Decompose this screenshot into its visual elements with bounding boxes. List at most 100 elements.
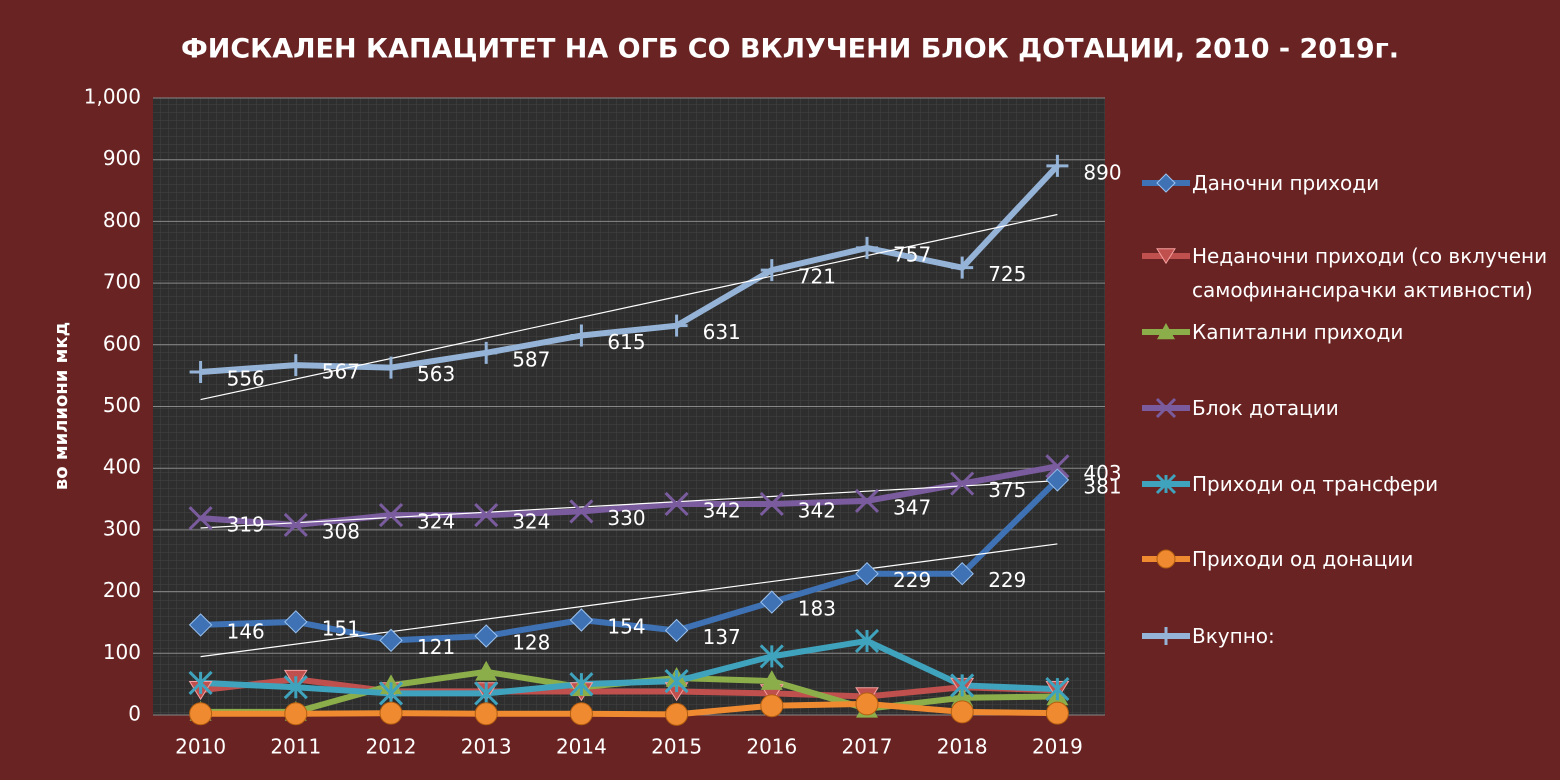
marker bbox=[569, 672, 594, 697]
y-axis-label: во милиони мкд bbox=[51, 322, 72, 490]
chart-title: ФИСКАЛЕН КАПАЦИТЕТ НА ОГБ СО ВКЛУЧЕНИ БЛ… bbox=[181, 34, 1399, 65]
marker bbox=[950, 673, 975, 698]
marker bbox=[950, 561, 974, 586]
trendline bbox=[200, 213, 1058, 401]
x-tick-label: 2016 bbox=[746, 735, 797, 759]
marker bbox=[1157, 627, 1175, 645]
y-tick-label: 1,000 bbox=[84, 85, 141, 109]
marker bbox=[474, 681, 499, 706]
y-tick-label: 400 bbox=[103, 455, 141, 479]
y-tick-label: 600 bbox=[103, 331, 141, 355]
data-label: 556 bbox=[227, 366, 265, 390]
marker bbox=[474, 624, 498, 648]
marker bbox=[1157, 323, 1175, 340]
marker bbox=[284, 610, 308, 634]
legend-label: Капитални приходи bbox=[1192, 320, 1404, 344]
x-tick-label: 2014 bbox=[556, 735, 607, 759]
marker bbox=[664, 618, 689, 643]
legend-entry: Приходи од трансфери bbox=[1140, 467, 1555, 501]
data-label: 375 bbox=[988, 478, 1026, 502]
legend-entry: Капитални приходи bbox=[1140, 315, 1555, 349]
y-tick-label: 900 bbox=[103, 146, 141, 170]
legend-label: Даночни приходи bbox=[1192, 171, 1380, 195]
marker bbox=[664, 491, 689, 517]
trendline bbox=[200, 543, 1058, 658]
marker bbox=[378, 681, 404, 706]
marker bbox=[475, 341, 498, 364]
data-label: 319 bbox=[227, 513, 265, 537]
data-label: 615 bbox=[607, 330, 645, 354]
data-label: 229 bbox=[988, 568, 1026, 592]
marker bbox=[1155, 397, 1177, 419]
marker bbox=[855, 561, 879, 586]
data-label: 342 bbox=[703, 498, 741, 522]
legend-entry: Приходи од донации bbox=[1140, 542, 1555, 576]
data-label: 725 bbox=[988, 262, 1026, 286]
x-tick-label: 2012 bbox=[366, 735, 417, 759]
marker bbox=[665, 702, 689, 726]
data-label: 121 bbox=[417, 635, 455, 659]
data-label: 567 bbox=[322, 360, 360, 384]
legend-label: Неданочни приходи (со вклучени самофинан… bbox=[1192, 244, 1548, 302]
marker bbox=[189, 360, 212, 383]
marker bbox=[665, 314, 688, 337]
marker bbox=[950, 471, 975, 496]
legend-entry: Даночни приходи bbox=[1140, 166, 1555, 200]
y-tick-label: 200 bbox=[103, 578, 141, 602]
x-tick-label: 2018 bbox=[937, 735, 988, 759]
marker bbox=[951, 256, 974, 279]
data-label: 721 bbox=[798, 265, 836, 289]
series-line bbox=[200, 700, 1058, 718]
marker bbox=[379, 701, 403, 725]
x-tick-label: 2017 bbox=[842, 735, 893, 759]
marker bbox=[283, 675, 308, 700]
legend-label: Блок дотации bbox=[1192, 396, 1339, 420]
marker bbox=[189, 702, 213, 726]
data-label: 381 bbox=[1083, 474, 1121, 498]
y-tick-label: 800 bbox=[103, 208, 141, 232]
marker bbox=[1156, 549, 1176, 569]
x-tick-label: 2011 bbox=[270, 735, 321, 759]
marker bbox=[856, 236, 878, 259]
series-line bbox=[200, 637, 1058, 697]
marker bbox=[760, 670, 783, 690]
legend-swatch bbox=[1142, 173, 1190, 193]
legend-entry: Неданочни приходи (со вклучени самофинан… bbox=[1140, 239, 1555, 307]
marker bbox=[474, 702, 498, 726]
y-tick-label: 100 bbox=[103, 640, 141, 664]
marker bbox=[855, 692, 879, 716]
legend-swatch bbox=[1142, 627, 1190, 645]
series-line bbox=[200, 676, 1058, 700]
series-line bbox=[200, 163, 1060, 375]
marker bbox=[759, 491, 784, 517]
marker bbox=[1046, 154, 1069, 177]
legend-label: Вкупно: bbox=[1192, 624, 1275, 648]
marker bbox=[569, 702, 593, 726]
data-label: 347 bbox=[893, 495, 931, 519]
marker bbox=[950, 700, 974, 724]
trendline bbox=[200, 480, 1058, 529]
marker bbox=[1045, 701, 1069, 725]
series-line bbox=[200, 477, 1060, 644]
data-label: 890 bbox=[1083, 160, 1121, 184]
marker bbox=[1156, 248, 1176, 265]
data-label: 151 bbox=[322, 616, 360, 640]
data-label: 403 bbox=[1083, 461, 1121, 485]
marker bbox=[379, 628, 403, 653]
marker bbox=[760, 590, 784, 614]
marker bbox=[380, 356, 402, 379]
legend-label: Приходи од трансфери bbox=[1192, 472, 1439, 496]
marker bbox=[664, 669, 689, 694]
data-label: 146 bbox=[227, 619, 265, 643]
marker bbox=[474, 503, 499, 528]
data-label: 229 bbox=[893, 568, 931, 592]
marker bbox=[760, 259, 783, 282]
marker bbox=[188, 670, 213, 695]
y-tick-label: 0 bbox=[128, 702, 141, 726]
data-label: 324 bbox=[417, 510, 455, 534]
data-label: 308 bbox=[322, 519, 360, 543]
legend-entry: Вкупно: bbox=[1140, 619, 1555, 653]
legend-swatch bbox=[1142, 248, 1190, 265]
